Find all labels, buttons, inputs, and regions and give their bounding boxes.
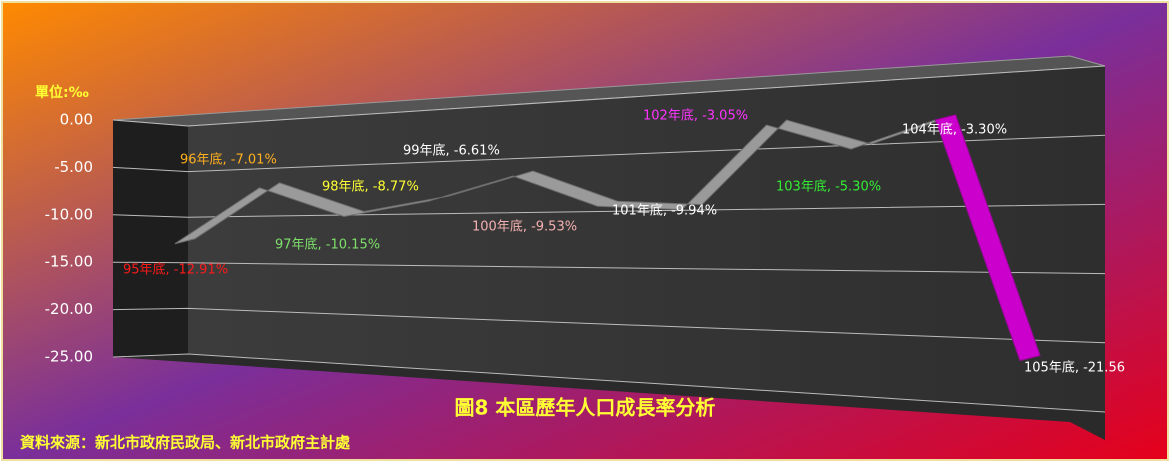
grid-line	[112, 203, 1106, 218]
data-label: 105年底, -21.56	[1024, 360, 1125, 376]
y-tick-label: 0.00	[60, 111, 93, 129]
grid-line	[112, 65, 1106, 127]
y-tick-label: -15.00	[45, 253, 93, 271]
grid-line	[112, 261, 1106, 275]
highlight-segment	[934, 114, 1041, 362]
data-label: 96年底, -7.01%	[180, 152, 277, 168]
y-tick-label: -10.00	[45, 205, 93, 223]
source: 資料來源：新北市政府民政局、新北市政府主計處	[20, 434, 351, 452]
y-tick-label: -20.00	[45, 300, 93, 318]
data-label: 101年底, -9.94%	[612, 203, 717, 219]
chart-title: 圖8 本區歷年人口成長率分析	[455, 396, 716, 420]
data-label: 100年底, -9.53%	[472, 219, 577, 235]
side-wall	[113, 120, 188, 357]
y-tick-label: -5.00	[54, 158, 93, 176]
data-label: 97年底, -10.15%	[275, 237, 380, 253]
back-wall	[188, 66, 1105, 412]
data-label: 103年底, -5.30%	[776, 179, 881, 195]
data-label: 102年底, -3.05%	[643, 108, 748, 124]
y-tick-label: -25.00	[45, 348, 93, 366]
grid-line	[112, 307, 1106, 344]
data-label: 104年底, -3.30%	[902, 122, 1007, 138]
grid-line	[112, 134, 1106, 173]
data-label: 98年底, -8.77%	[322, 179, 419, 195]
data-label: 99年底, -6.61%	[403, 143, 500, 159]
floor	[113, 354, 1105, 440]
unit-label: 單位:‰	[35, 84, 89, 101]
data-label: 95年底, -12.91%	[123, 262, 228, 278]
grid-line	[112, 353, 1106, 413]
